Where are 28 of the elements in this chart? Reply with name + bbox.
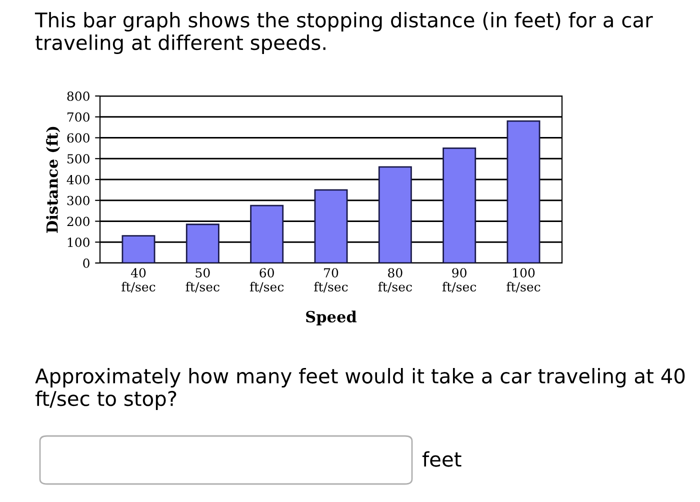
text: Approximately how many feet would it take a car traveling at 40 ft/sec to stop? — [35, 368, 685, 410]
chart-title: This bar graph shows the stopping distance (in feet) for a car traveling at different speeds. — [34, 12, 653, 54]
bar — [250, 204, 284, 263]
x-tick-label: 50 ft/sec — [186, 268, 220, 293]
y-tick-label: 100 — [68, 238, 90, 248]
y-tick-label: 700 — [67, 112, 90, 122]
y-tick-label: 0 — [83, 258, 90, 268]
x-tick-label: 80 ft/sec — [378, 268, 412, 293]
y-tick-label: 300 — [67, 196, 90, 206]
x-tick-label: 100 ft/sec — [506, 268, 540, 293]
y-tick-label: 500 — [67, 154, 90, 164]
x-tick-label: 70 ft/sec — [314, 268, 348, 293]
y-tick-label: 200 — [67, 216, 90, 226]
x-tick-label: 60 ft/sec — [250, 268, 284, 293]
bar — [442, 147, 476, 263]
x-tick-label: 90 ft/sec — [442, 268, 476, 293]
x-axis-title: Speed — [306, 310, 357, 326]
text: feet — [422, 451, 462, 467]
y-tick-label: 800 — [67, 91, 90, 101]
x-tick-label: 40 ft/sec — [122, 268, 156, 293]
bar — [122, 235, 156, 263]
y-axis-title: Distance (ft) — [46, 126, 60, 233]
bar — [506, 120, 540, 263]
y-tick-label: 600 — [67, 133, 90, 143]
bar — [314, 189, 348, 263]
y-tick-label: 400 — [66, 174, 90, 184]
bar — [378, 166, 412, 263]
bar — [186, 224, 220, 263]
